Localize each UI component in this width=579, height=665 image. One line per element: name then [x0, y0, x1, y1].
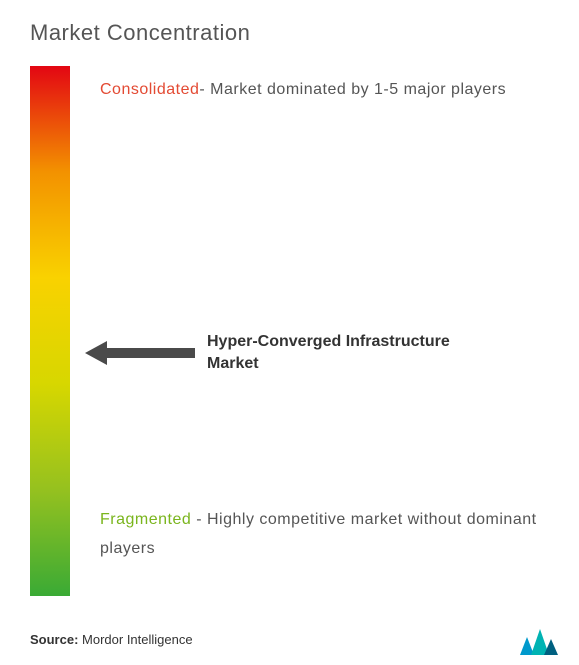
chart-area: Consolidated- Market dominated by 1-5 ma… [30, 66, 549, 596]
fragmented-label-block: Fragmented - Highly competitive market w… [100, 506, 549, 564]
mordor-logo-icon [517, 623, 559, 655]
fragmented-key: Fragmented [100, 511, 191, 528]
source-label: Source: [30, 632, 78, 647]
consolidated-label-block: Consolidated- Market dominated by 1-5 ma… [100, 76, 549, 105]
market-position-marker: Hyper-Converged Infrastructure Market [85, 331, 487, 376]
consolidated-key: Consolidated [100, 81, 199, 98]
consolidated-text: - Market dominated by 1-5 major players [199, 81, 506, 98]
source-value: Mordor Intelligence [82, 632, 193, 647]
market-position-label: Hyper-Converged Infrastructure Market [207, 331, 487, 376]
chart-title: Market Concentration [30, 20, 549, 46]
arrow-left-icon [85, 339, 195, 367]
source-footer: Source: Mordor Intelligence [30, 632, 193, 647]
concentration-gradient-bar [30, 66, 70, 596]
